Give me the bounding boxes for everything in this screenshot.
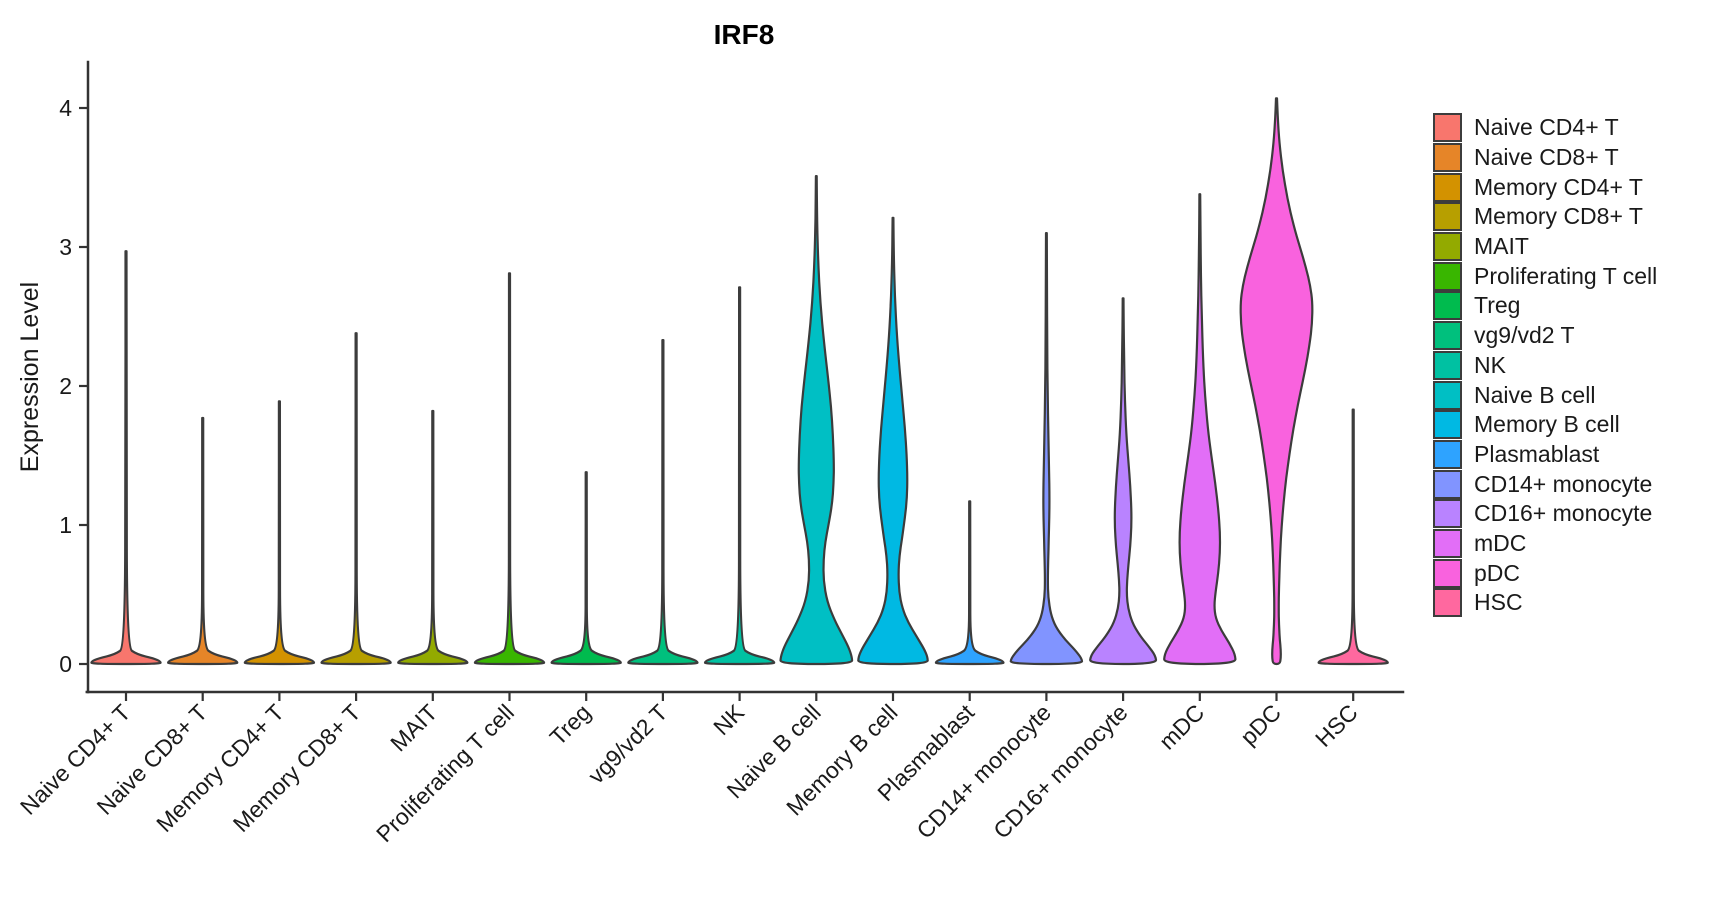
plot-title: IRF8 <box>714 19 775 50</box>
legend-label: CD14+ monocyte <box>1474 470 1653 497</box>
legend-label: Memory B cell <box>1474 411 1620 438</box>
legend-color-swatch <box>1433 232 1462 262</box>
legend-color-swatch <box>1433 113 1462 143</box>
legend-item: Naive CD8+ T <box>1433 143 1657 173</box>
violin-vg9-vd2-t <box>627 339 699 666</box>
legend-item: Plasmablast <box>1433 439 1657 470</box>
violin-naive-cd4-t <box>90 250 162 666</box>
legend-color-swatch <box>1433 410 1462 440</box>
legend-color-swatch <box>1433 588 1462 618</box>
legend-color-swatch <box>1433 380 1462 410</box>
x-tick-label: mDC <box>1154 699 1209 754</box>
legend-item: pDC <box>1433 558 1657 588</box>
legend-item: Proliferating T cell <box>1433 261 1657 291</box>
legend-label: Memory CD8+ T <box>1474 203 1643 230</box>
y-tick-label: 1 <box>59 512 72 538</box>
legend-label: HSC <box>1474 589 1523 616</box>
legend-item: Memory CD4+ T <box>1433 172 1657 202</box>
legend-label: NK <box>1474 351 1506 378</box>
legend-label: Memory CD4+ T <box>1474 173 1643 200</box>
violin-pdc <box>1239 97 1314 666</box>
x-tick-label: HSC <box>1310 699 1363 752</box>
y-tick-label: 4 <box>59 95 72 121</box>
legend-color-swatch <box>1433 202 1462 232</box>
legend-color-swatch <box>1433 291 1462 321</box>
y-tick-label: 0 <box>59 651 72 677</box>
legend-color-swatch <box>1433 439 1462 469</box>
legend-label: Plasmablast <box>1474 440 1600 467</box>
legend-label: mDC <box>1474 529 1527 556</box>
legend-item: NK <box>1433 350 1657 381</box>
legend-color-swatch <box>1433 469 1462 499</box>
legend-item: Naive B cell <box>1433 380 1657 410</box>
violin-treg <box>550 471 622 666</box>
legend-item: MAIT <box>1433 232 1657 262</box>
x-tick-label: MAIT <box>385 699 442 756</box>
legend-color-swatch <box>1433 350 1462 380</box>
violin-mait <box>397 409 469 666</box>
violins-group <box>90 97 1389 666</box>
x-tick-label: CD14+ monocyte <box>911 699 1055 843</box>
legend-item: Naive CD4+ T <box>1433 113 1657 143</box>
violin-naive-b-cell <box>779 175 854 666</box>
legend-color-swatch <box>1433 172 1462 202</box>
violin-cd16-monocyte <box>1089 297 1158 666</box>
x-tick-label: Treg <box>545 699 596 750</box>
violin-memory-cd4-t <box>243 400 316 666</box>
x-tick-label: vg9/vd2 T <box>583 699 673 789</box>
violin-naive-cd8-t <box>167 416 239 666</box>
legend-item: mDC <box>1433 528 1657 559</box>
legend-label: Naive CD8+ T <box>1474 144 1619 171</box>
legend-item: Memory CD8+ T <box>1433 202 1657 232</box>
legend-color-swatch <box>1433 528 1462 558</box>
violin-proliferating-t-cell <box>473 272 546 666</box>
legend-label: MAIT <box>1474 233 1529 260</box>
violin-hsc <box>1317 408 1389 666</box>
x-tick-label: Memory CD4+ T <box>151 699 289 837</box>
x-tick-label: NK <box>708 699 749 740</box>
legend-color-swatch <box>1433 499 1462 529</box>
violin-plasmablast <box>934 500 1005 666</box>
violin-memory-b-cell <box>857 216 929 666</box>
legend-item: CD16+ monocyte <box>1433 499 1657 529</box>
y-tick-label: 3 <box>59 234 72 260</box>
violin-memory-cd8-t <box>320 332 392 666</box>
x-tick-label: CD16+ monocyte <box>988 699 1132 843</box>
legend-label: vg9/vd2 T <box>1474 322 1575 349</box>
legend-item: Treg <box>1433 291 1657 321</box>
legend-item: vg9/vd2 T <box>1433 321 1657 351</box>
y-axis-label: Expression Level <box>16 282 44 472</box>
legend-label: pDC <box>1474 559 1521 586</box>
legend-color-swatch <box>1433 261 1462 291</box>
legend-color-swatch <box>1433 558 1462 588</box>
violin-mdc <box>1163 193 1237 666</box>
legend-label: Naive CD4+ T <box>1474 114 1619 141</box>
legend-item: Memory B cell <box>1433 410 1657 440</box>
y-tick-label: 2 <box>59 373 72 399</box>
legend-color-swatch <box>1433 321 1462 351</box>
violin-cd14-monocyte <box>1009 232 1084 666</box>
legend-item: HSC <box>1433 588 1657 618</box>
x-tick-label: Proliferating T cell <box>371 699 519 847</box>
legend: Naive CD4+ T Naive CD8+ T Memory CD4+ T Mem… <box>1433 113 1657 618</box>
legend-label: Treg <box>1474 292 1521 319</box>
legend-item: CD14+ monocyte <box>1433 469 1657 499</box>
legend-label: Proliferating T cell <box>1474 262 1658 289</box>
legend-label: CD16+ monocyte <box>1474 500 1653 527</box>
legend-label: Naive B cell <box>1474 381 1596 408</box>
violin-nk <box>703 286 776 666</box>
x-tick-label: pDC <box>1235 699 1286 750</box>
legend-color-swatch <box>1433 143 1462 173</box>
x-tick-label: Memory CD8+ T <box>228 699 366 837</box>
y-axis-ticks: 0 1 2 3 4 <box>59 95 88 677</box>
